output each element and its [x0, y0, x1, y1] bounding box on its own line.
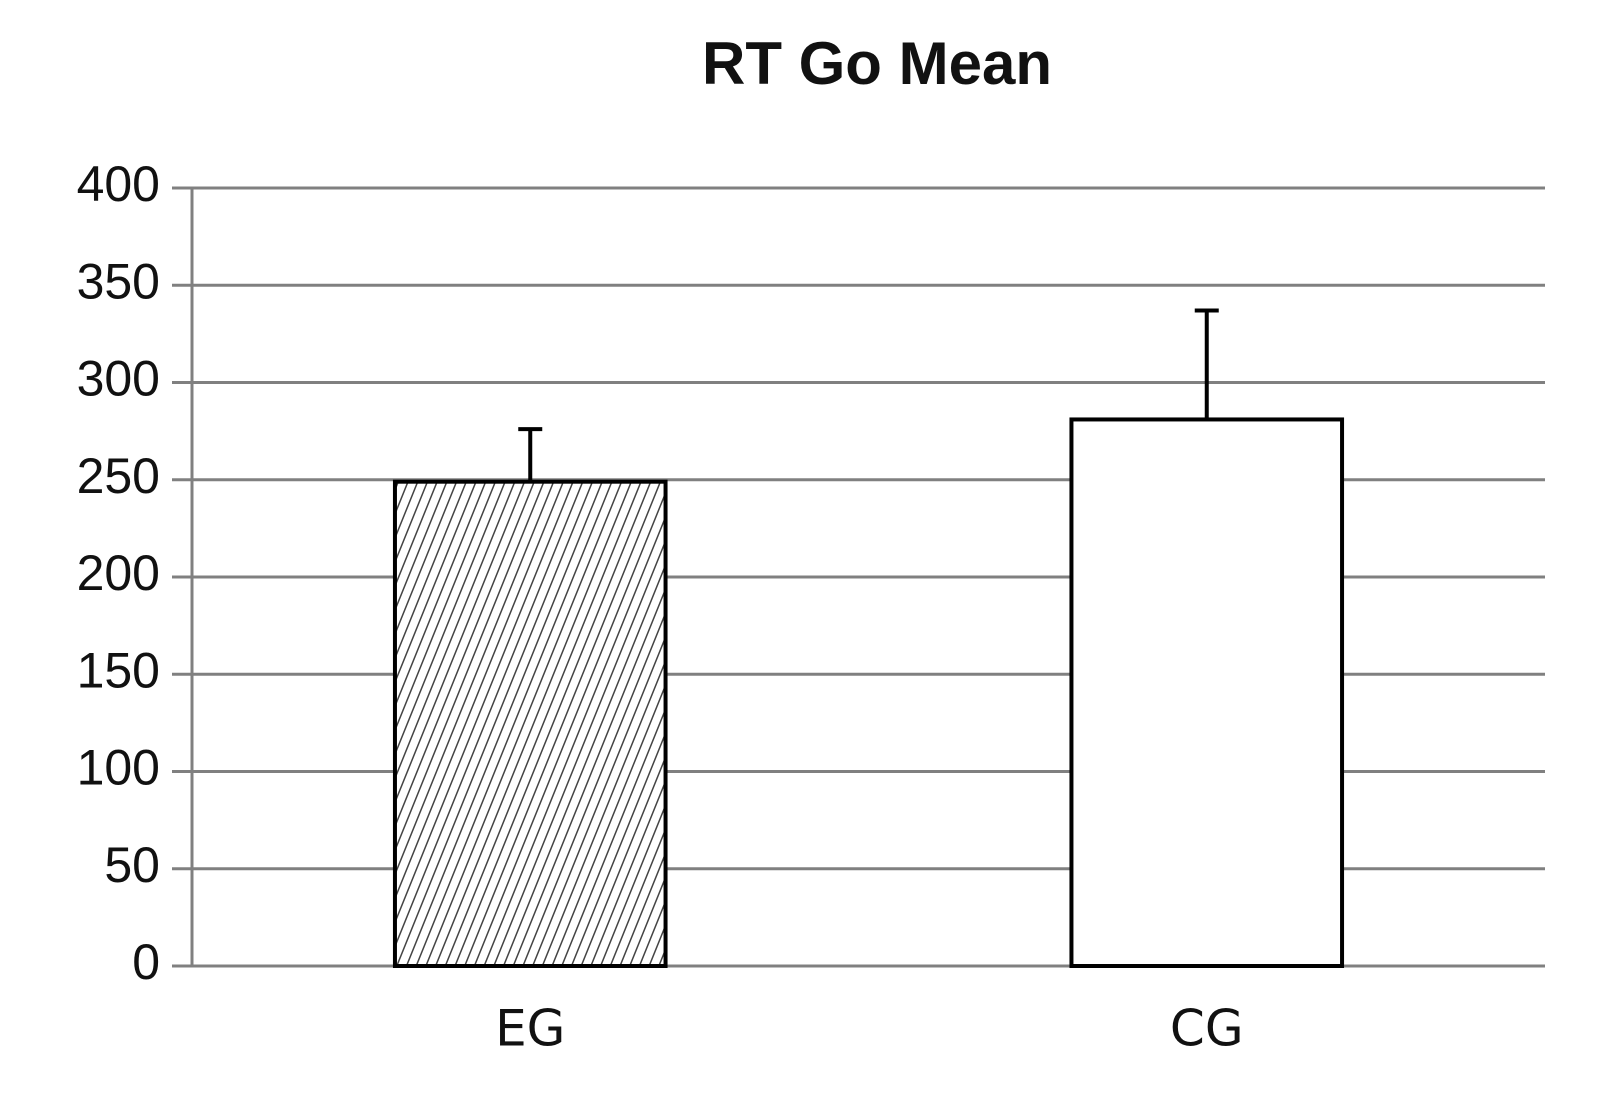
y-tick-label: 50 [104, 837, 160, 893]
x-tick-label: CG [1170, 1000, 1244, 1058]
y-tick-label: 0 [132, 934, 160, 990]
y-tick-label: 250 [77, 448, 160, 504]
error-bar [518, 427, 543, 482]
y-tick-label: 400 [77, 156, 160, 212]
bar [392, 479, 668, 968]
chart-title: RT Go Mean [702, 30, 1052, 97]
y-tick-label: 150 [77, 642, 160, 698]
x-tick-label: EG [495, 1000, 565, 1058]
y-tick-label: 200 [77, 545, 160, 601]
error-bar [1194, 308, 1219, 420]
y-tick-label: 100 [77, 740, 160, 796]
y-tick-label: 350 [77, 253, 160, 309]
y-tick-label: 300 [77, 351, 160, 407]
bar [1069, 417, 1345, 968]
